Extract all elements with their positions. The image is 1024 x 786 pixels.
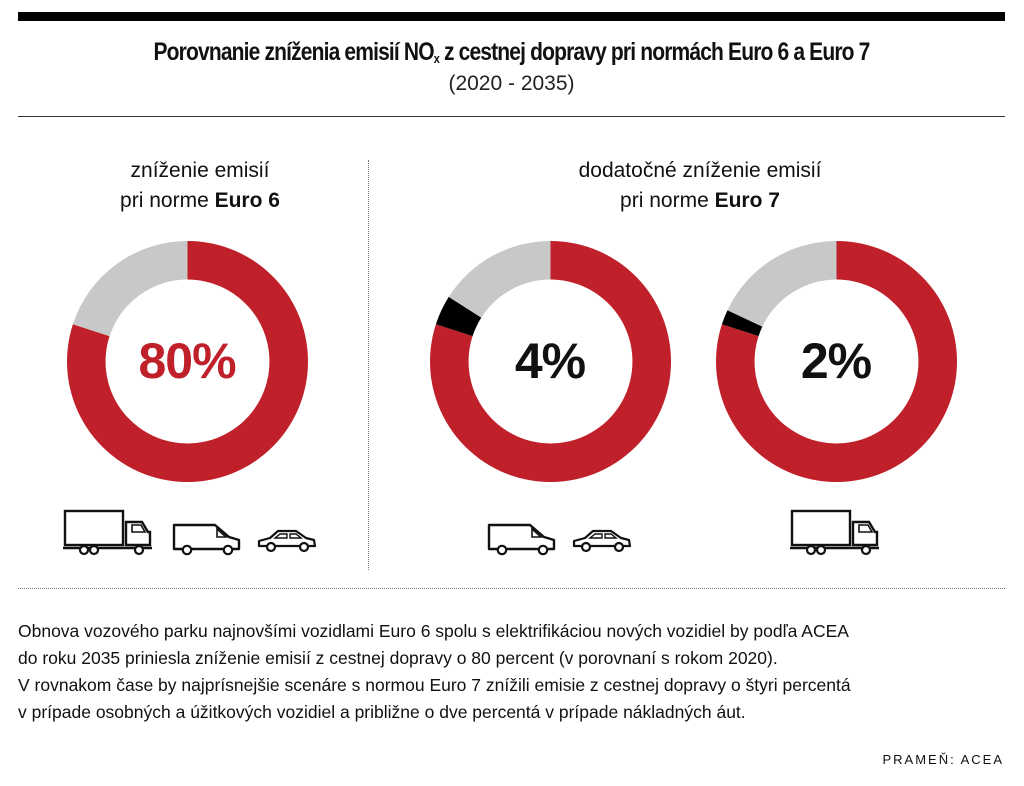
- donut-label-euro7-cars-vans: 4%: [514, 333, 586, 389]
- source-credit: PRAMEŇ: ACEA: [882, 752, 1004, 767]
- left-label-line2: pri norme Euro 6: [70, 186, 330, 216]
- right-section-label: dodatočné zníženie emisií pri norme Euro…: [520, 156, 880, 216]
- right-label-line1: dodatočné zníženie emisií: [578, 159, 822, 182]
- truck-icon: [790, 509, 879, 556]
- note-line: v prípade osobných a úžitkových vozidiel…: [18, 702, 746, 722]
- header-rule: [18, 116, 1005, 117]
- note-line: do roku 2035 priniesla zníženie emisií z…: [18, 648, 778, 668]
- donut-slice-1-0: [430, 241, 671, 482]
- chart-subtitle: (2020 - 2035): [448, 72, 575, 95]
- donut-slice-1-1: [435, 296, 482, 337]
- left-section-label: zníženie emisií pri norme Euro 6: [70, 156, 330, 216]
- car-icon: [572, 529, 632, 553]
- note-line: V rovnakom čase by najprísnejšie scenáre…: [18, 675, 851, 695]
- vertical-divider: [368, 160, 369, 570]
- title-subscript: x: [433, 51, 440, 66]
- donut-slice-2-0: [716, 241, 957, 482]
- chart-title: Porovnanie zníženia emisií NOx z cestnej…: [97, 38, 926, 67]
- van-icon: [172, 523, 241, 556]
- horizontal-divider: [18, 588, 1005, 589]
- donut-slice-0-1: [72, 241, 188, 337]
- explanatory-note: Obnova vozového parku najnovšími vozidla…: [18, 618, 978, 726]
- truck-icon: [63, 509, 152, 556]
- left-label-prefix: pri norme: [120, 189, 215, 212]
- left-label-line1: zníženie emisií: [130, 159, 270, 182]
- donut-chart-euro7-trucks: [716, 241, 957, 482]
- donut-slice-2-2: [727, 241, 837, 327]
- donut-label-euro7-trucks: 2%: [800, 333, 872, 389]
- car-icon: [257, 529, 317, 553]
- title-rest: z cestnej dopravy pri normách Euro 6 a E…: [438, 38, 870, 66]
- donut-slice-0-0: [66, 241, 309, 482]
- left-label-bold: Euro 6: [214, 189, 280, 212]
- note-line: Obnova vozového parku najnovšími vozidla…: [18, 621, 849, 641]
- donut-chart-euro6: [66, 241, 309, 482]
- right-label-bold: Euro 7: [714, 189, 780, 212]
- donut-slice-2-1: [721, 310, 763, 337]
- right-label-line2: pri norme Euro 7: [520, 186, 880, 216]
- title-main: Porovnanie zníženia emisií NO: [153, 38, 435, 66]
- donut-chart-euro7-cars-vans: [430, 241, 671, 482]
- donut-slice-1-2: [448, 241, 551, 318]
- right-label-prefix: pri norme: [620, 189, 715, 212]
- donut-label-euro6: 80%: [138, 333, 236, 389]
- van-icon: [487, 523, 556, 556]
- top-rule: [18, 12, 1005, 21]
